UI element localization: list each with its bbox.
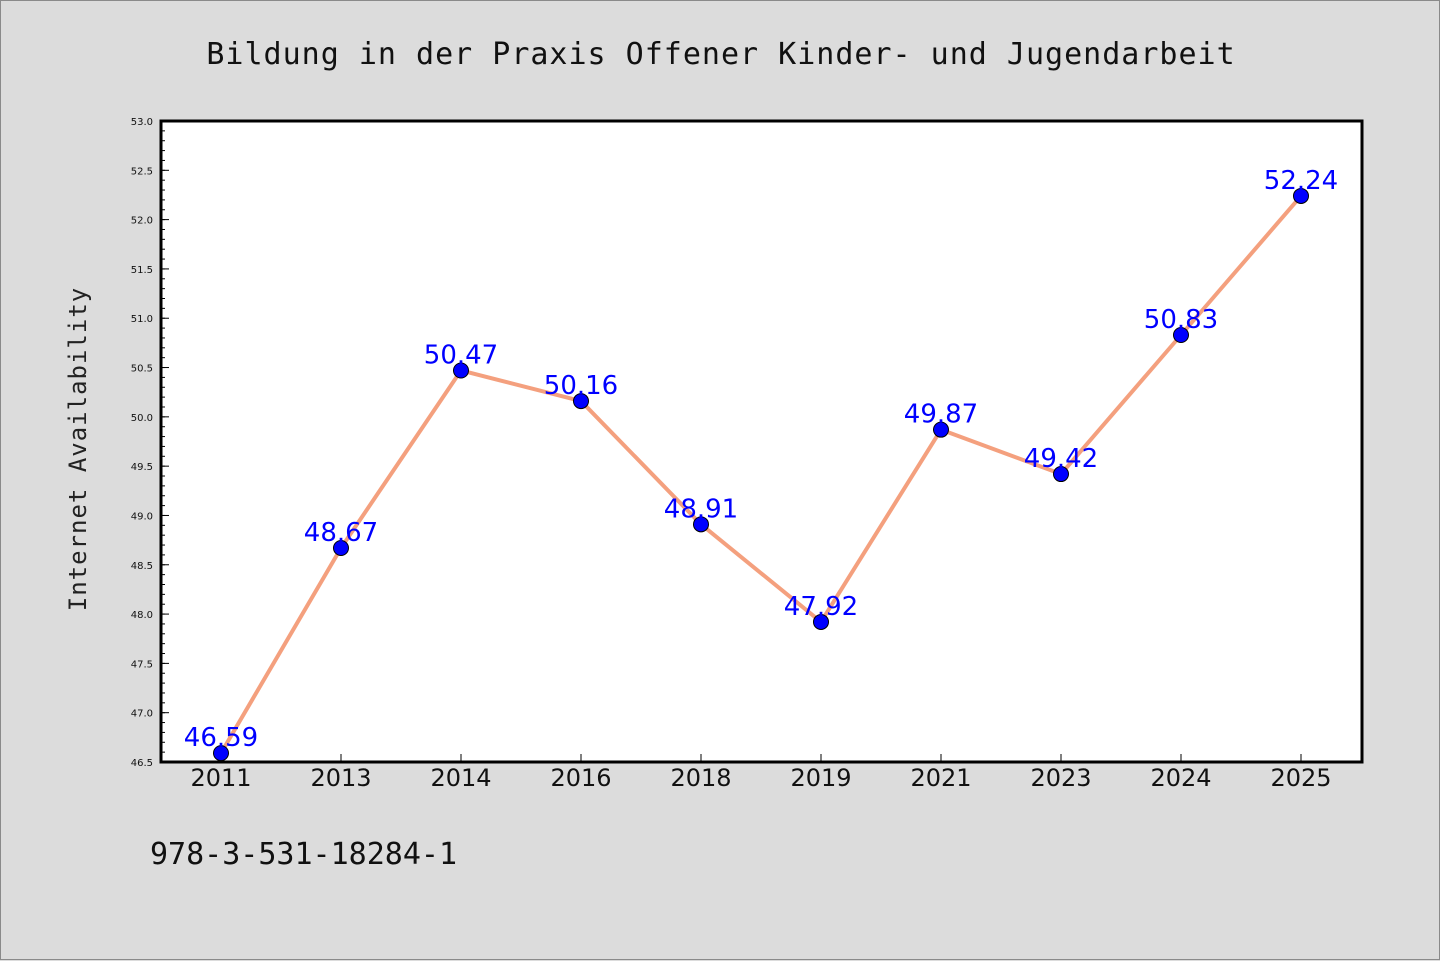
data-label: 47.92 [784,592,858,622]
data-label: 48.91 [664,494,738,524]
x-tick-label: 2011 [190,764,251,792]
x-tick-label: 2024 [1150,764,1211,792]
x-tick-label: 2013 [310,764,371,792]
y-tick-label: 53.0 [131,117,153,128]
data-label: 52.24 [1264,166,1338,196]
data-point [813,613,829,630]
data-points: 46.59 48.67 50.47 50.16 48.91 47.92 49.87 49.42… [184,166,1338,762]
y-tick-label: 47.5 [131,659,153,670]
data-label: 46.59 [184,723,258,753]
chart-title: Bildung in der Praxis Offener Kinder- un… [206,37,1235,72]
data-label: 49.42 [1024,444,1098,474]
y-tick-label: 51.5 [131,265,153,276]
x-tick-label: 2014 [430,764,491,792]
x-tick-label: 2018 [670,764,731,792]
x-axis: 2011 2013 2014 2016 2018 2019 2021 2023 2024 2025 [190,754,1332,792]
x-tick-label: 2021 [910,764,971,792]
y-tick-label: 48.5 [131,561,153,572]
data-point [1053,466,1069,483]
data-point [1173,326,1189,343]
y-tick-label: 52.5 [131,166,153,177]
y-tick-label: 50.5 [131,364,153,375]
data-point [1293,187,1309,204]
data-label: 49.87 [904,400,978,430]
y-axis-label: Internet Availability [64,287,92,611]
y-tick-label: 50.0 [131,413,153,424]
data-point [573,393,589,410]
y-tick-label: 49.0 [131,511,153,522]
y-tick-label: 52.0 [131,216,153,227]
x-tick-label: 2025 [1270,764,1331,792]
data-label: 50.16 [544,371,618,401]
data-point [693,516,709,533]
x-tick-label: 2016 [550,764,611,792]
data-point [333,540,349,557]
y-tick-label: 47.0 [131,709,153,720]
y-tick-label: 48.0 [131,610,153,621]
data-label: 50.47 [424,340,498,370]
data-point [453,362,469,379]
data-label: 48.67 [304,518,378,548]
series-line [219,194,1303,755]
data-label: 50.83 [1144,305,1218,335]
y-tick-label: 46.5 [131,758,153,769]
y-tick-label: 51.0 [131,314,153,325]
plot-area [161,121,1362,762]
plot-frame [159,119,1364,764]
x-tick-label: 2023 [1030,764,1091,792]
isbn-label: 978-3-531-18284-1 [150,837,457,872]
x-tick-label: 2019 [790,764,851,792]
data-point [933,421,949,438]
y-tick-label: 49.5 [131,462,153,473]
